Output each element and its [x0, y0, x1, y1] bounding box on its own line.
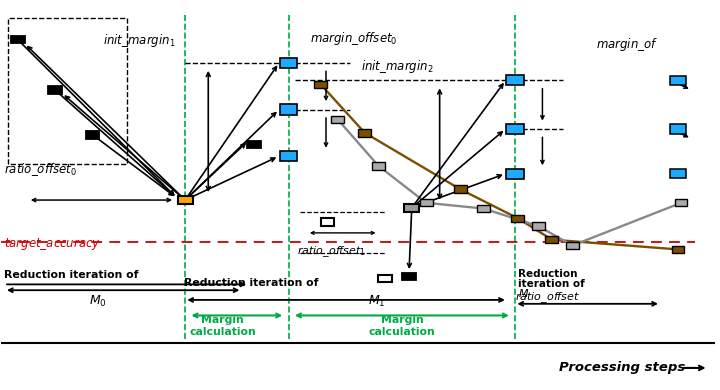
FancyBboxPatch shape	[532, 222, 545, 230]
FancyBboxPatch shape	[506, 75, 524, 85]
Text: $init\_margin_1$: $init\_margin_1$	[103, 32, 176, 49]
Text: $M_0$: $M_0$	[89, 294, 107, 309]
FancyBboxPatch shape	[280, 105, 297, 115]
FancyBboxPatch shape	[670, 124, 686, 134]
FancyBboxPatch shape	[379, 275, 392, 282]
FancyBboxPatch shape	[402, 273, 416, 280]
FancyBboxPatch shape	[670, 169, 686, 178]
Text: $M_1$: $M_1$	[368, 294, 386, 309]
FancyBboxPatch shape	[672, 246, 684, 253]
FancyBboxPatch shape	[566, 242, 579, 249]
FancyBboxPatch shape	[404, 204, 419, 212]
FancyBboxPatch shape	[320, 218, 334, 226]
FancyBboxPatch shape	[178, 196, 193, 204]
FancyBboxPatch shape	[675, 199, 688, 206]
FancyBboxPatch shape	[331, 115, 344, 123]
FancyBboxPatch shape	[11, 35, 24, 43]
Text: $margin\_of$: $margin\_of$	[596, 36, 659, 53]
Text: $target\_accuracy$: $target\_accuracy$	[4, 236, 101, 252]
Text: Margin
calculation: Margin calculation	[189, 316, 256, 337]
Text: $init\_margin_2$: $init\_margin_2$	[361, 58, 434, 74]
Text: Processing steps: Processing steps	[559, 362, 685, 374]
FancyBboxPatch shape	[247, 140, 261, 148]
FancyBboxPatch shape	[477, 205, 490, 212]
FancyBboxPatch shape	[359, 129, 372, 136]
Text: Margin
calculation: Margin calculation	[369, 316, 436, 337]
Text: Reduction iteration of: Reduction iteration of	[4, 271, 138, 280]
FancyBboxPatch shape	[546, 236, 559, 243]
Text: $ratio\_offset_0$: $ratio\_offset_0$	[4, 161, 77, 177]
Text: iteration of: iteration of	[518, 279, 585, 289]
FancyBboxPatch shape	[420, 199, 433, 206]
FancyBboxPatch shape	[86, 131, 99, 139]
FancyBboxPatch shape	[670, 76, 686, 85]
Text: $M$: $M$	[518, 287, 529, 299]
FancyBboxPatch shape	[280, 151, 297, 161]
FancyBboxPatch shape	[280, 58, 297, 68]
FancyBboxPatch shape	[506, 168, 524, 179]
FancyBboxPatch shape	[454, 186, 467, 193]
FancyBboxPatch shape	[314, 81, 327, 88]
Text: $ratio\_offset$: $ratio\_offset$	[515, 290, 580, 305]
Text: $ratio\_offset_1$: $ratio\_offset_1$	[297, 244, 366, 259]
FancyBboxPatch shape	[506, 124, 524, 134]
FancyBboxPatch shape	[48, 86, 62, 94]
Text: Reduction iteration of: Reduction iteration of	[184, 278, 319, 288]
FancyBboxPatch shape	[372, 162, 385, 170]
Text: Reduction: Reduction	[518, 269, 577, 278]
FancyBboxPatch shape	[511, 215, 524, 222]
Text: $margin\_offset_0$: $margin\_offset_0$	[310, 30, 398, 47]
